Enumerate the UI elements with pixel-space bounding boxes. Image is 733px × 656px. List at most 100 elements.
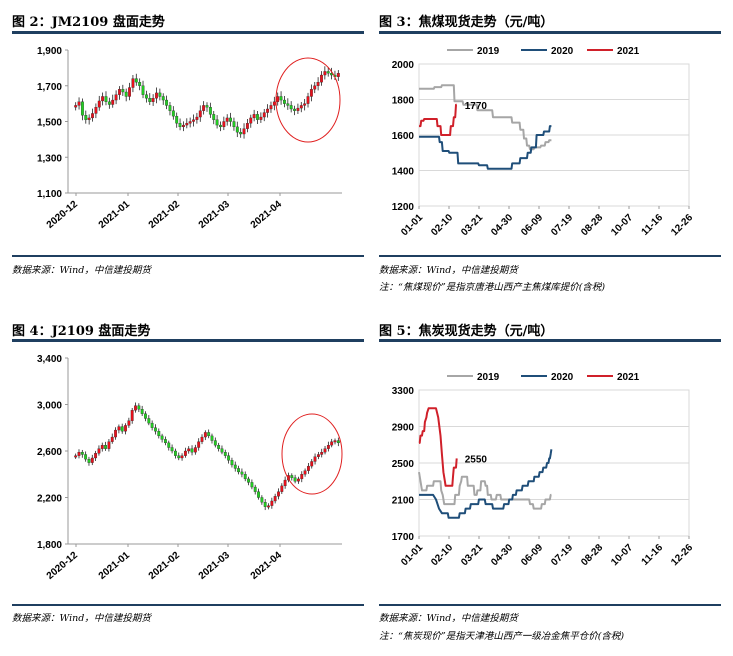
y-tick-label: 1,500 <box>37 118 62 129</box>
candle-body <box>257 491 260 498</box>
x-tick-label: 2021-02 <box>147 199 183 231</box>
series-line-2021 <box>419 103 457 136</box>
candle-body <box>320 452 324 455</box>
x-tick-label: 08-28 <box>579 212 605 238</box>
candle-body <box>151 98 155 102</box>
candle-body <box>138 82 142 86</box>
legend-label: 2019 <box>477 372 500 383</box>
candle-body <box>101 96 105 102</box>
candle-body <box>154 427 157 432</box>
x-tick-label: 2020-12 <box>45 199 81 231</box>
candle-body <box>171 110 175 117</box>
x-tick-label: 03-21 <box>459 212 485 238</box>
x-tick-label: 2021-03 <box>197 199 233 231</box>
candle-body <box>87 458 91 463</box>
source-text: 数据来源：Wind，中信建投期货 <box>12 265 151 276</box>
data-label: 1770 <box>465 101 488 112</box>
panel-title: 图 3：焦煤现货走势（元/吨） <box>379 15 554 30</box>
legend-label: 2020 <box>551 46 574 57</box>
bottom-rule <box>379 604 721 606</box>
legend-label: 2019 <box>477 46 500 57</box>
candle-body <box>219 124 222 128</box>
y-tick-label: 2,600 <box>37 447 62 458</box>
candle-body <box>263 501 267 507</box>
x-tick-label: 2021-04 <box>249 550 285 582</box>
candle-body <box>222 121 226 128</box>
x-tick-label: 2021-01 <box>97 199 133 231</box>
candle-body <box>290 475 294 478</box>
candle-body <box>336 73 340 77</box>
candle-body <box>124 91 128 97</box>
candle-body <box>207 432 211 437</box>
candle-body <box>260 497 264 503</box>
candle-body <box>187 448 191 452</box>
candle-body <box>74 455 78 458</box>
candle-body <box>326 445 330 449</box>
candle-body <box>121 89 125 93</box>
candle-body <box>239 132 243 135</box>
candle-body <box>309 89 313 97</box>
candle-body <box>310 461 314 467</box>
title-rule <box>379 31 721 34</box>
candle-body <box>114 94 118 101</box>
series-line-2020 <box>419 449 553 519</box>
candle-body <box>303 103 307 106</box>
candle-body <box>161 96 165 101</box>
candle-body <box>320 74 323 83</box>
legend-label: 2021 <box>617 46 640 57</box>
candle-body <box>259 116 263 120</box>
candle-body <box>97 448 101 454</box>
candle-body <box>215 119 219 126</box>
x-tick-label: 2020-12 <box>45 550 81 582</box>
candle-body <box>277 491 280 497</box>
candle-body <box>111 99 115 105</box>
candle-body <box>306 465 310 471</box>
candle-body <box>94 453 98 459</box>
candle-body <box>140 409 144 414</box>
panel-coking-coal-spot: 图 3：焦煤现货走势（元/吨） 1200 1400 1600 1800 2000 01-0… <box>379 6 721 306</box>
candle-body <box>323 448 327 453</box>
y-tick-label: 2500 <box>392 459 415 470</box>
candle-body <box>80 452 84 455</box>
candle-body <box>262 112 266 118</box>
candle-body <box>84 115 88 120</box>
candle-body <box>158 92 162 97</box>
candle-body <box>293 108 296 111</box>
y-tick-label: 1200 <box>392 202 415 213</box>
jm2109-candlestick-chart: 1,100 1,300 1,500 1,700 1,900 2020-12 2021-01 2… <box>37 46 342 231</box>
candle-body <box>279 96 283 101</box>
candle-body <box>227 455 231 461</box>
candle-body <box>131 78 135 88</box>
candle-body <box>87 117 91 120</box>
candle-body <box>168 105 172 111</box>
candle-body <box>94 107 98 114</box>
candle-body <box>283 479 287 487</box>
candle-body <box>272 101 276 106</box>
candle-body <box>183 450 187 456</box>
candle-body <box>144 94 148 99</box>
candle-body <box>144 413 147 419</box>
x-tick-label: 08-28 <box>579 542 605 568</box>
candle-body <box>147 418 151 424</box>
candle-body <box>223 452 227 456</box>
x-tick-label: 06-09 <box>519 542 545 568</box>
x-tick-label: 04-30 <box>489 542 515 568</box>
candle-body <box>107 441 111 449</box>
candle-body <box>190 448 194 453</box>
candle-body <box>198 110 202 118</box>
candle-body <box>173 450 177 456</box>
y-tick-label: 1,100 <box>37 189 62 200</box>
candle-body <box>296 107 300 111</box>
highlight-circle <box>281 413 343 495</box>
candle-body <box>165 99 169 106</box>
candle-body <box>280 485 284 492</box>
candle-body <box>229 117 232 122</box>
candle-body <box>197 441 201 448</box>
source-text: 数据来源：Wind，中信建投期货 <box>379 265 518 276</box>
x-tick-label: 10-07 <box>609 212 635 238</box>
candle-body <box>107 101 111 105</box>
x-tick-label: 02-10 <box>429 542 455 568</box>
candle-body <box>313 456 317 462</box>
candle-body <box>336 440 340 444</box>
x-tick-label: 10-07 <box>609 542 635 568</box>
